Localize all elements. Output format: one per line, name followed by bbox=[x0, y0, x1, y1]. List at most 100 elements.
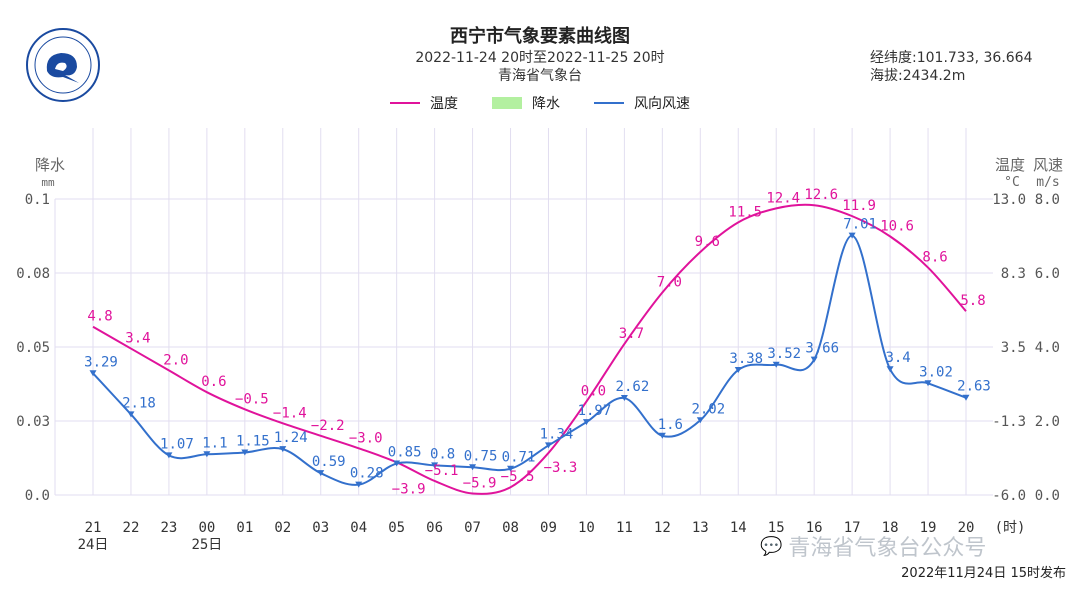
temperature-label: 3.7 bbox=[619, 326, 644, 342]
legend-label: 温度 bbox=[430, 96, 458, 112]
wind-label: 3.4 bbox=[885, 350, 910, 366]
x-tick: 03 bbox=[312, 520, 329, 536]
wind-point bbox=[582, 419, 590, 426]
wind-label: 1.97 bbox=[578, 403, 612, 419]
wind-label: 3.29 bbox=[84, 354, 118, 370]
temp-axis-label: 温度 bbox=[995, 156, 1025, 174]
wind-label: 0.85 bbox=[388, 445, 422, 461]
x-tick: 04 bbox=[350, 520, 367, 536]
temperature-line bbox=[92, 203, 967, 495]
wind-label: 3.66 bbox=[805, 341, 839, 357]
temperature-label: 11.5 bbox=[728, 204, 762, 220]
precip-tick: 0.03 bbox=[16, 414, 50, 430]
temp-tick: 8.3 bbox=[1001, 266, 1026, 282]
temperature-label: 9.6 bbox=[695, 234, 720, 250]
temperature-label: 5.8 bbox=[960, 293, 985, 309]
x-tick: 00 bbox=[198, 520, 215, 536]
wind-point bbox=[696, 417, 704, 424]
wind-label: 0.71 bbox=[502, 450, 536, 466]
wind-label: 0.28 bbox=[350, 466, 384, 482]
x-tick: 12 bbox=[654, 520, 671, 536]
logo bbox=[25, 27, 101, 103]
x-tick: 20 bbox=[958, 520, 975, 536]
wind-label: 1.34 bbox=[540, 426, 574, 442]
wind-label: 7.01 bbox=[843, 217, 877, 233]
wind-point bbox=[810, 356, 818, 363]
x-tick: 16 bbox=[806, 520, 823, 536]
x-tick: 17 bbox=[844, 520, 861, 536]
wind-tick: 4.0 bbox=[1035, 340, 1060, 356]
legend-label: 降水 bbox=[532, 96, 560, 112]
precip-axis-label: 降水 bbox=[35, 156, 65, 174]
coordinates: 经纬度:101.733, 36.664 bbox=[870, 50, 1033, 66]
temperature-label: 7.0 bbox=[657, 274, 682, 290]
wind-point bbox=[469, 464, 477, 471]
wind-point bbox=[772, 361, 780, 368]
watermark-text: 青海省气象台公众号 bbox=[788, 536, 987, 561]
wind-point bbox=[658, 432, 666, 439]
x-tick: 05 bbox=[388, 520, 405, 536]
x-tick: 08 bbox=[502, 520, 519, 536]
temperature-label: −5.9 bbox=[463, 475, 497, 491]
x-unit: (时) bbox=[995, 520, 1026, 536]
x-tick: 19 bbox=[920, 520, 937, 536]
x-tick: 01 bbox=[236, 520, 253, 536]
wind-point bbox=[203, 451, 211, 458]
x-tick: 13 bbox=[692, 520, 709, 536]
temperature-label: −0.5 bbox=[235, 391, 269, 407]
wind-label: 0.8 bbox=[430, 446, 455, 462]
wind-point bbox=[165, 452, 173, 459]
wind-point bbox=[848, 232, 856, 239]
temperature-label: −3.9 bbox=[392, 481, 426, 497]
wind-axis-unit: m/s bbox=[1036, 175, 1059, 190]
precip-tick: 0.1 bbox=[25, 192, 50, 208]
wind-label: 0.75 bbox=[464, 448, 498, 464]
wind-point bbox=[279, 446, 287, 453]
wind-point bbox=[507, 465, 515, 472]
wind-label: 1.15 bbox=[236, 433, 270, 449]
precip-tick: 0.05 bbox=[16, 340, 50, 356]
x-tick: 07 bbox=[464, 520, 481, 536]
temp-tick: -6.0 bbox=[992, 488, 1026, 504]
temp-tick: 13.0 bbox=[992, 192, 1026, 208]
precip-axis-unit: mm bbox=[41, 176, 55, 189]
wind-point bbox=[317, 470, 325, 477]
temperature-label: 0.0 bbox=[581, 384, 606, 400]
temperature-label: −5.1 bbox=[425, 463, 459, 479]
wechat-icon: 💬 bbox=[760, 535, 783, 557]
wind-label: 3.02 bbox=[919, 364, 953, 380]
temperature-label: 11.9 bbox=[842, 198, 876, 214]
x-day-label: 24日 bbox=[78, 537, 109, 553]
temperature-label: −5.5 bbox=[501, 469, 535, 485]
wind-point bbox=[89, 370, 97, 377]
x-tick: 11 bbox=[616, 520, 633, 536]
temperature-label: −3.0 bbox=[349, 430, 383, 446]
precipitation-swatch bbox=[492, 97, 522, 109]
wind-tick: 0.0 bbox=[1035, 488, 1060, 504]
temperature-label: −1.4 bbox=[273, 405, 307, 421]
temperature-label: 2.0 bbox=[163, 352, 188, 368]
temperature-label: 0.6 bbox=[201, 374, 226, 390]
precip-tick: 0.0 bbox=[25, 488, 50, 504]
legend-label: 风向风速 bbox=[634, 96, 690, 112]
x-tick: 15 bbox=[768, 520, 785, 536]
legend-precipitation[interactable]: 降水 bbox=[492, 93, 560, 113]
x-tick: 22 bbox=[123, 520, 140, 536]
wind-point bbox=[127, 411, 135, 418]
chart-title: 西宁市气象要素曲线图 bbox=[450, 26, 630, 47]
wind-point bbox=[241, 449, 249, 456]
legend-temperature[interactable]: 温度 bbox=[390, 93, 458, 113]
wind-label: 1.24 bbox=[274, 430, 308, 446]
wind-swatch bbox=[594, 102, 624, 104]
temperature-label: 10.6 bbox=[880, 218, 914, 234]
temperature-label: 12.6 bbox=[804, 187, 838, 203]
temp-axis-unit: °C bbox=[1004, 175, 1020, 190]
temperature-label: −3.3 bbox=[544, 460, 578, 476]
x-tick: 02 bbox=[274, 520, 291, 536]
temperature-label: 3.4 bbox=[125, 331, 150, 347]
watermark: 💬 青海省气象台公众号 bbox=[760, 530, 986, 562]
legend-wind[interactable]: 风向风速 bbox=[594, 93, 690, 113]
x-tick: 09 bbox=[540, 520, 557, 536]
x-tick: 18 bbox=[882, 520, 899, 536]
